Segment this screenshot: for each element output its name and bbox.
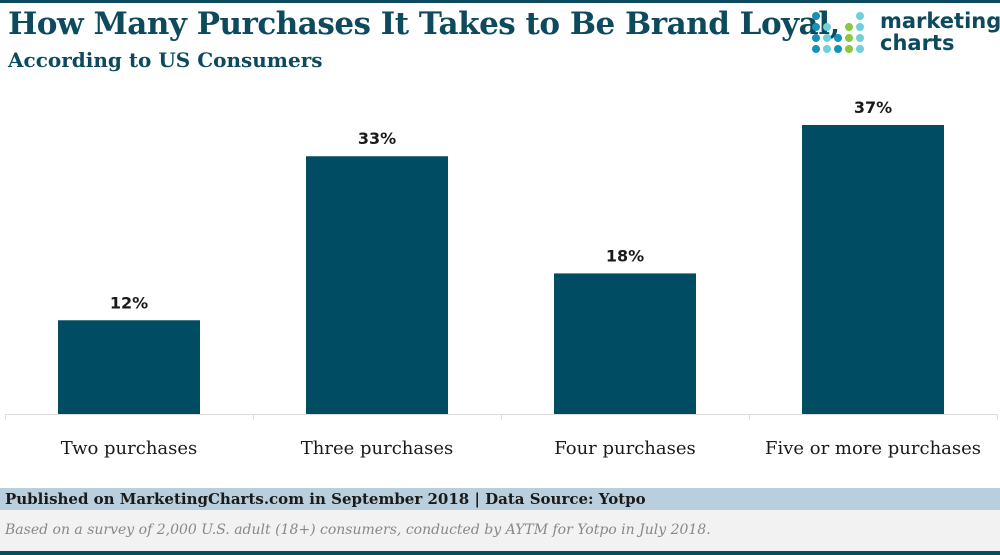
category-label: Five or more purchases (765, 438, 981, 459)
logo-dot (845, 34, 853, 42)
category-label: Two purchases (61, 438, 198, 459)
logo-dot (845, 23, 853, 31)
logo-dot (823, 23, 831, 31)
logo-dot (812, 12, 820, 20)
category-label: Three purchases (301, 438, 453, 459)
data-label: 33% (358, 129, 396, 148)
top-border (0, 0, 1000, 3)
bar (554, 273, 696, 414)
published-text: Published on MarketingCharts.com in Sept… (5, 490, 646, 508)
note-bar: Based on a survey of 2,000 U.S. adult (1… (0, 510, 1000, 551)
survey-note: Based on a survey of 2,000 U.S. adult (1… (5, 522, 711, 538)
logo-text: marketing charts (880, 10, 1000, 54)
logo-dot (823, 45, 831, 53)
logo-dot (856, 45, 864, 53)
logo-dot (834, 34, 842, 42)
chart-subtitle: According to US Consumers (8, 48, 323, 72)
logo-text-line2: charts (880, 31, 955, 55)
bar (802, 125, 944, 414)
logo-text-line1: marketing (880, 9, 1000, 33)
logo-dot (856, 12, 864, 20)
bar (58, 320, 200, 414)
logo-dot (812, 34, 820, 42)
logo-dot (856, 23, 864, 31)
logo-dot (812, 45, 820, 53)
logo-dot (845, 45, 853, 53)
logo-dot (856, 34, 864, 42)
logo-dot (823, 34, 831, 42)
logo-dot (834, 45, 842, 53)
data-label: 18% (606, 246, 644, 265)
bottom-border (0, 551, 1000, 555)
published-bar: Published on MarketingCharts.com in Sept… (0, 488, 1000, 510)
category-label: Four purchases (554, 438, 696, 459)
bar (306, 156, 448, 415)
marketingcharts-logo: marketing charts (812, 8, 1000, 60)
chart-title: How Many Purchases It Takes to Be Brand … (8, 6, 840, 42)
data-label: 37% (854, 98, 892, 117)
data-label: 12% (110, 293, 148, 312)
logo-dot (812, 23, 820, 31)
bar-chart: 12% Two purchases 33% Three purchases 18% Fou… (5, 98, 998, 459)
